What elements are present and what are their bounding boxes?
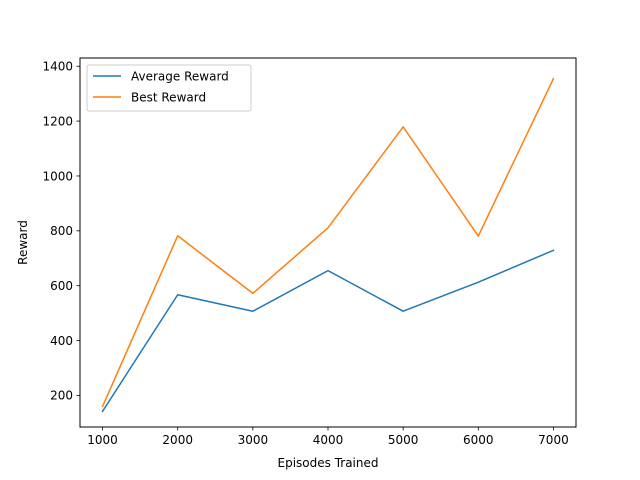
x-tick-label: 5000 — [388, 433, 419, 447]
x-axis-ticks: 1000 2000 3000 4000 5000 6000 7000 — [87, 427, 569, 447]
y-tick-label: 1200 — [42, 114, 73, 128]
y-tick-label: 1400 — [42, 60, 73, 74]
x-tick-label: 3000 — [238, 433, 269, 447]
legend: Average Reward Best Reward — [86, 64, 252, 112]
y-tick-label: 600 — [50, 279, 73, 293]
y-tick-label: 800 — [50, 224, 73, 238]
y-tick-label: 200 — [50, 389, 73, 403]
x-tick-label: 1000 — [87, 433, 118, 447]
series-layer — [101, 77, 555, 413]
y-tick-label: 400 — [50, 334, 73, 348]
series-line-average-reward — [101, 249, 555, 413]
y-axis-ticks: 200 400 600 800 1000 1200 1400 — [42, 60, 80, 403]
x-tick-label: 6000 — [463, 433, 494, 447]
series-line-best-reward — [101, 77, 555, 408]
x-axis-label: Episodes Trained — [278, 456, 379, 470]
legend-box — [86, 64, 252, 112]
x-tick-label: 4000 — [313, 433, 344, 447]
x-tick-label: 2000 — [162, 433, 193, 447]
legend-label-average-reward: Average Reward — [131, 70, 229, 84]
y-axis-label: Reward — [16, 220, 30, 265]
legend-label-best-reward: Best Reward — [131, 91, 206, 105]
x-tick-label: 7000 — [538, 433, 569, 447]
y-tick-label: 1000 — [42, 169, 73, 183]
